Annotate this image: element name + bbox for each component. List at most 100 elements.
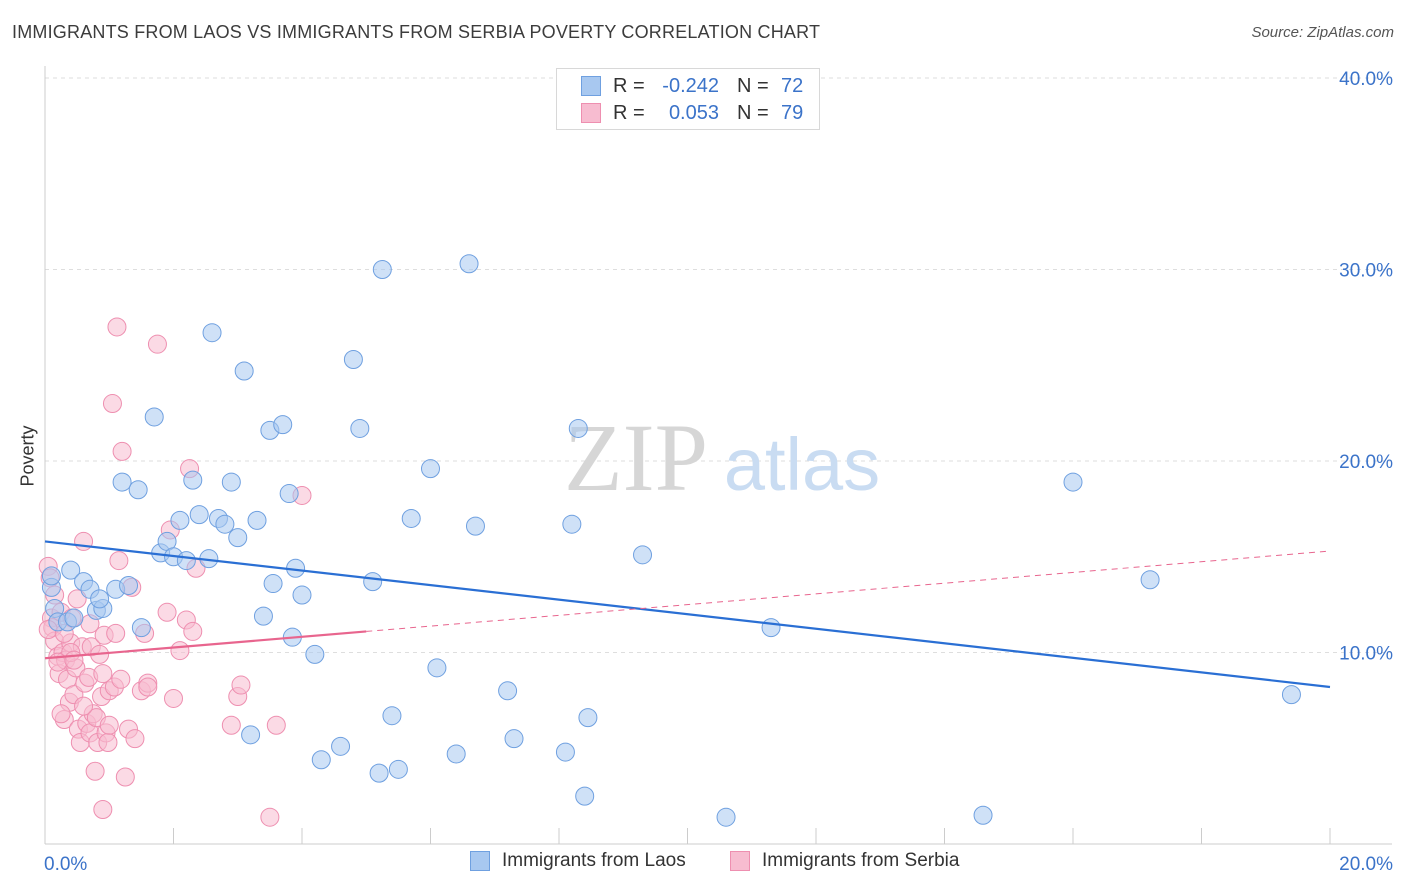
serbia-point (147, 334, 167, 354)
serbia-point (164, 688, 183, 708)
laos-point (633, 545, 653, 565)
serbia-point (64, 650, 84, 670)
serbia-point (106, 623, 126, 643)
serbia-point (260, 807, 280, 827)
laos-point (716, 807, 736, 827)
series-swatch-serbia (730, 851, 750, 871)
x-tick-label: 0.0% (44, 854, 87, 875)
tick-labels: 10.0% 20.0% 30.0% 40.0% 0.0% 20.0% (44, 69, 1393, 875)
laos-point (273, 415, 293, 435)
laos-point (504, 729, 524, 749)
series-legend-serbia: Immigrants from Serbia (730, 850, 959, 872)
chart-title: IMMIGRANTS FROM LAOS VS IMMIGRANTS FROM … (12, 22, 821, 42)
laos-point (459, 254, 479, 274)
y-axis-label: Poverty (17, 425, 38, 487)
legend-n-label: N = (737, 101, 769, 124)
serbia-point (266, 715, 286, 735)
laos-point (1281, 685, 1301, 705)
laos-point (176, 551, 196, 571)
legend-r-label: R = (613, 101, 645, 124)
serbia-point (112, 441, 132, 461)
series-legend-laos: Immigrants from Laos (470, 850, 686, 872)
legend-n-label: N = (737, 74, 769, 97)
laos-point (578, 708, 598, 728)
laos-point (241, 725, 261, 745)
y-tick-label: 10.0% (1339, 644, 1393, 665)
laos-point (112, 472, 132, 492)
legend-swatch-laos (581, 76, 601, 96)
laos-point (247, 510, 267, 530)
laos-point (465, 516, 485, 536)
laos-point (253, 606, 273, 626)
series-swatch-laos (470, 851, 490, 871)
laos-point (363, 572, 383, 592)
serbia-point (109, 551, 129, 571)
laos-point (973, 805, 993, 825)
laos-point (119, 575, 139, 595)
laos-point (183, 470, 203, 490)
laos-point (170, 510, 190, 530)
serbia-point (111, 669, 131, 689)
y-tick-label: 30.0% (1339, 261, 1393, 282)
legend-r-label: R = (613, 74, 645, 97)
laos-point (90, 589, 110, 609)
serbia-point (51, 704, 71, 724)
laos-point (1063, 472, 1083, 492)
watermark-zip: ZIP (564, 404, 708, 511)
laos-point (64, 608, 84, 628)
laos-point (305, 644, 325, 664)
laos-point (427, 658, 447, 678)
laos-point (382, 706, 402, 726)
laos-point (215, 514, 235, 534)
y-tick-label: 20.0% (1339, 452, 1393, 473)
trend-line-laos (44, 540, 1331, 689)
serbia-point (231, 675, 251, 695)
laos-point (189, 505, 209, 525)
laos-point (568, 418, 588, 438)
series-label-laos: Immigrants from Laos (502, 850, 686, 871)
laos-point (421, 459, 440, 479)
trend-lines (44, 540, 1331, 689)
legend-r-value: 0.053 (668, 101, 719, 124)
laos-point (144, 407, 164, 427)
serbia-point (98, 733, 118, 753)
laos-point (279, 484, 299, 504)
laos-point (263, 574, 283, 594)
serbia-point (170, 641, 190, 661)
serbia-point (74, 696, 94, 716)
laos-point (350, 418, 370, 438)
trend-line-serbia-extension (366, 550, 1331, 632)
laos-point (41, 566, 61, 586)
serbia-point (85, 761, 105, 781)
laos-point (228, 528, 248, 548)
laos-point (202, 323, 222, 343)
serbia-point (102, 394, 122, 414)
laos-point (555, 742, 575, 762)
laos-point (331, 736, 351, 756)
laos-point (292, 585, 312, 605)
series-laos (41, 254, 1301, 827)
legend-r-value: -0.242 (662, 74, 719, 97)
laos-point (221, 472, 241, 492)
laos-point (234, 361, 254, 381)
laos-point (498, 681, 518, 701)
laos-point (311, 750, 331, 770)
series-label-serbia: Immigrants from Serbia (762, 850, 960, 871)
laos-point (343, 350, 363, 370)
serbia-point (157, 602, 177, 622)
x-tick-label: 20.0% (1339, 854, 1393, 875)
serbia-point (183, 621, 203, 641)
serbia-point (107, 317, 127, 337)
watermark: ZIP atlas (564, 404, 880, 511)
serbia-point (221, 715, 241, 735)
laos-point (446, 744, 466, 764)
legend-n-value: 79 (781, 101, 804, 124)
serbia-point (93, 800, 113, 820)
legend-swatch-serbia (581, 103, 601, 123)
laos-point (128, 480, 148, 500)
legend-n-value: 72 (781, 74, 804, 97)
serbia-point (67, 589, 87, 609)
trend-line-serbia (44, 630, 367, 660)
legend-row-laos: R = -0.242 N = 72 (581, 73, 803, 99)
